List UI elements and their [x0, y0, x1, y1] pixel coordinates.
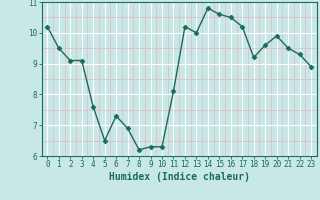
X-axis label: Humidex (Indice chaleur): Humidex (Indice chaleur): [109, 172, 250, 182]
